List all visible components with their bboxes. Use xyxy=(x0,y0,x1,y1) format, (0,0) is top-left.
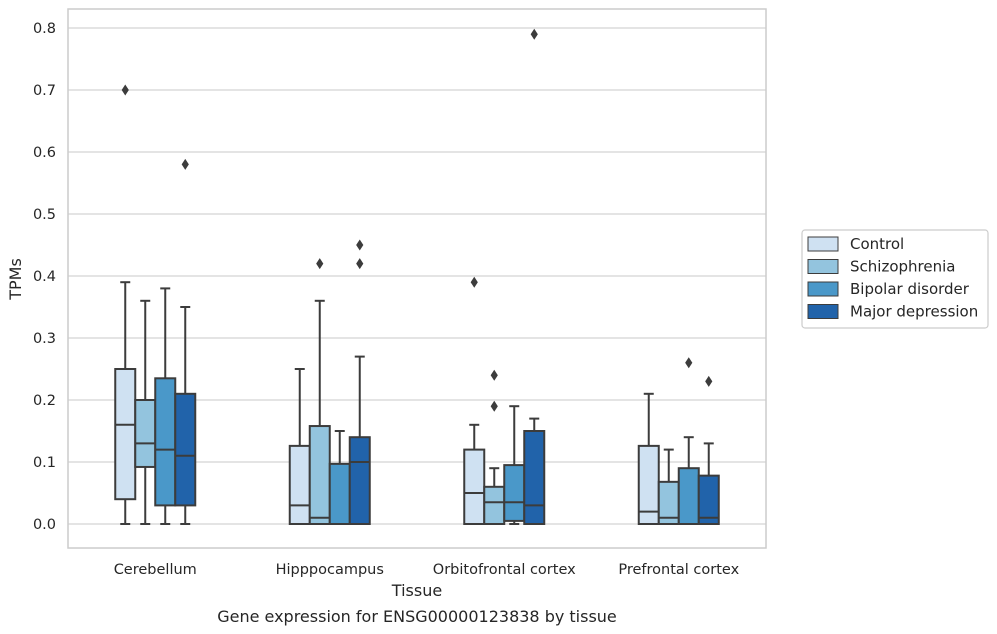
box-major-depression xyxy=(697,375,720,526)
legend-swatch xyxy=(807,281,839,297)
box-iqr xyxy=(288,444,311,526)
outlier-point xyxy=(181,158,189,170)
box-control xyxy=(463,276,486,526)
x-tick-label: Hipppocampus xyxy=(276,562,384,578)
box-schizophrenia xyxy=(483,369,506,525)
figure-caption: Gene expression for ENSG00000123838 by t… xyxy=(217,607,617,626)
box-bipolar-disorder xyxy=(154,287,177,525)
y-tick-label: 0.1 xyxy=(33,455,56,471)
box-iqr xyxy=(308,425,331,526)
outlier-point xyxy=(356,258,364,270)
legend-label: Bipolar disorder xyxy=(850,280,970,298)
legend-frame xyxy=(801,229,989,329)
box-iqr xyxy=(503,464,526,522)
outlier-point xyxy=(470,276,478,288)
box-iqr xyxy=(134,399,157,468)
box-major-depression xyxy=(348,239,371,526)
y-tick-label: 0.0 xyxy=(33,517,56,533)
box-bipolar-disorder xyxy=(503,405,526,525)
x-tick-label: Cerebellum xyxy=(114,562,197,578)
y-tick-label: 0.3 xyxy=(33,331,56,347)
box-schizophrenia xyxy=(308,258,331,526)
box-major-depression xyxy=(523,28,546,525)
y-tick-label: 0.4 xyxy=(33,269,56,285)
box-iqr xyxy=(348,436,371,526)
x-tick-label: Prefrontal cortex xyxy=(618,562,739,578)
y-tick-label: 0.7 xyxy=(33,83,56,99)
x-tick-label: Orbitofrontal cortex xyxy=(433,562,576,578)
legend-label: Control xyxy=(850,235,904,253)
legend-swatch xyxy=(807,304,839,319)
legend-label: Major depression xyxy=(850,303,978,321)
box-bipolar-disorder xyxy=(677,357,700,526)
box-iqr xyxy=(483,485,506,525)
box-iqr xyxy=(114,368,137,501)
box-major-depression xyxy=(174,158,197,525)
box-iqr xyxy=(697,474,720,526)
legend: Control Schizophrenia Bipolar disorder Majo… xyxy=(801,229,989,329)
y-tick-labels: 0.0 0.1 0.2 0.3 0.4 0.5 0.6 0.7 0.8 xyxy=(33,21,56,533)
outlier-point xyxy=(705,375,713,387)
plot-frame xyxy=(67,8,767,549)
box-control xyxy=(288,368,311,526)
outlier-point xyxy=(490,369,498,381)
y-tick-label: 0.8 xyxy=(33,21,56,37)
x-axis-label: Tissue xyxy=(391,581,442,600)
box-schizophrenia xyxy=(657,448,680,525)
box-iqr xyxy=(523,430,546,525)
box-plot-area xyxy=(114,28,720,526)
y-tick-label: 0.5 xyxy=(33,207,56,223)
outlier-point xyxy=(121,84,129,96)
legend-label: Schizophrenia xyxy=(850,258,955,276)
box-schizophrenia xyxy=(134,299,157,525)
box-iqr xyxy=(677,467,700,526)
box-bipolar-disorder xyxy=(328,430,351,525)
outlier-point xyxy=(685,357,693,369)
outlier-point xyxy=(530,28,538,40)
box-iqr xyxy=(174,392,197,507)
box-iqr xyxy=(328,462,351,525)
legend-swatch xyxy=(807,259,839,274)
box-control xyxy=(114,84,137,525)
y-tick-label: 0.2 xyxy=(33,393,56,409)
outlier-point xyxy=(356,239,364,251)
box-iqr xyxy=(154,377,177,507)
box-iqr xyxy=(463,448,486,526)
legend-swatch xyxy=(807,236,839,252)
box-control xyxy=(637,392,660,526)
outlier-point xyxy=(316,258,324,270)
x-tick-labels: Cerebellum Hipppocampus Orbitofrontal cort… xyxy=(114,562,740,578)
outlier-point xyxy=(490,400,498,412)
y-axis-label: TPMs xyxy=(6,258,25,301)
y-tick-label: 0.6 xyxy=(33,145,56,161)
